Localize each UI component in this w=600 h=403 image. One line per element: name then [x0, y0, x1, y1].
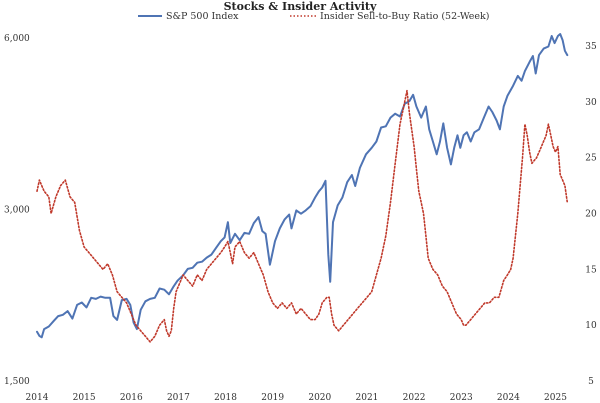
y-left-tick-label: 6,000 — [4, 34, 30, 44]
legend: S&P 500 Index Insider Sell-to-Buy Ratio … — [138, 11, 490, 22]
y-left-tick-label: 3,000 — [4, 206, 30, 216]
x-tick-label: 2014 — [26, 393, 49, 403]
legend-label-sp500: S&P 500 Index — [166, 11, 239, 22]
y-left-tick-label: 1,500 — [4, 377, 30, 387]
series-layer — [36, 33, 569, 343]
y-right-tick-label: 35 — [585, 42, 597, 52]
y-right-tick-label: 30 — [585, 98, 597, 108]
x-tick-label: 2025 — [544, 393, 567, 403]
x-tick-label: 2016 — [120, 393, 143, 403]
axes: 2014 2015 2016 2017 2018 2019 2020 2021 2022 2023… — [4, 34, 597, 403]
y-right-tick-label: 15 — [585, 265, 597, 275]
x-tick-label: 2021 — [356, 393, 379, 403]
y-right-tick-label: 20 — [585, 210, 597, 220]
x-tick-label: 2019 — [261, 393, 284, 403]
y-right-tick-label: 25 — [585, 154, 597, 164]
legend-label-insider-ratio: Insider Sell-to-Buy Ratio (52-Week) — [320, 11, 490, 22]
x-tick-label: 2022 — [403, 393, 426, 403]
x-tick-label: 2020 — [308, 393, 331, 403]
chart-title: Stocks & Insider Activity — [224, 0, 377, 13]
x-tick-label: 2018 — [214, 393, 237, 403]
x-tick-label: 2015 — [73, 393, 96, 403]
y-right-tick-label: 5 — [588, 377, 594, 387]
series-line-insider-ratio — [36, 89, 569, 343]
x-tick-label: 2024 — [497, 393, 520, 403]
series-line-sp500 — [36, 33, 569, 339]
y-right-tick-label: 10 — [585, 321, 597, 331]
x-tick-label: 2023 — [450, 393, 473, 403]
x-tick-label: 2017 — [167, 393, 190, 403]
